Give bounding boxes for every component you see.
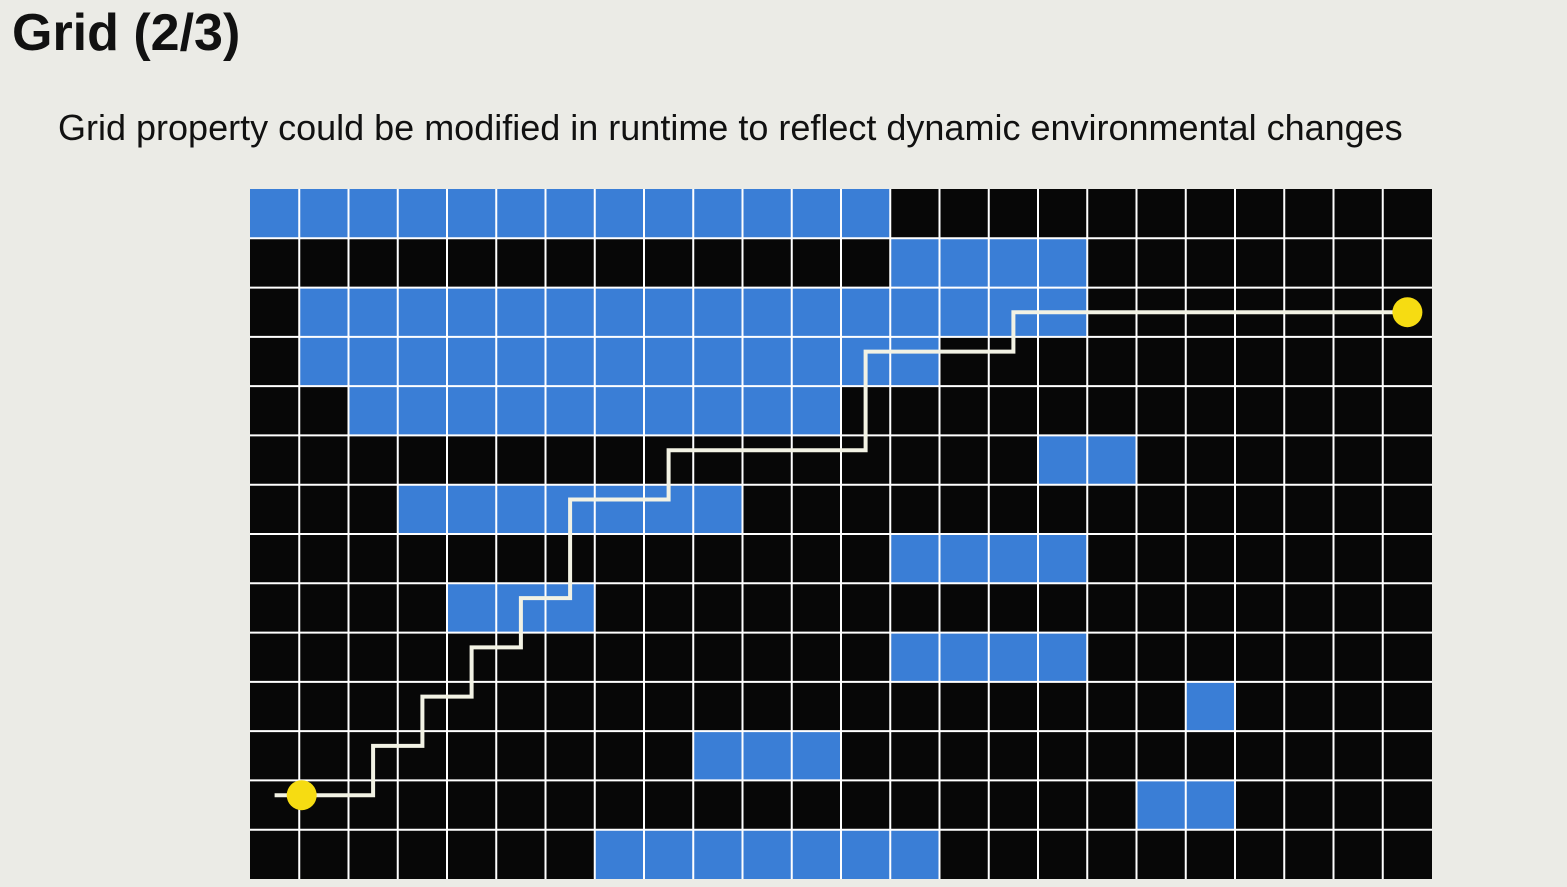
obstacle-cell bbox=[594, 386, 644, 436]
obstacle-cell bbox=[447, 336, 497, 387]
obstacle-cell bbox=[397, 336, 447, 387]
obstacle-cell bbox=[693, 336, 743, 387]
obstacle-cell bbox=[890, 238, 940, 288]
obstacle-cell bbox=[594, 484, 644, 534]
obstacle-cell bbox=[299, 189, 349, 239]
obstacle-cell bbox=[594, 189, 644, 239]
obstacle-cell bbox=[939, 534, 989, 584]
obstacle-cell bbox=[742, 287, 792, 337]
obstacle-cell bbox=[841, 287, 891, 337]
obstacle-cell bbox=[1038, 238, 1088, 288]
obstacle-cell bbox=[545, 336, 595, 387]
obstacle-cell bbox=[299, 287, 349, 337]
obstacle-cell bbox=[594, 829, 644, 879]
start-point bbox=[286, 780, 317, 811]
obstacle-cell bbox=[791, 336, 841, 387]
obstacle-cell bbox=[496, 336, 546, 387]
obstacle-cell bbox=[742, 336, 792, 387]
occupancy-grid-map bbox=[250, 189, 1432, 879]
slide-subtitle: Grid property could be modified in runti… bbox=[58, 107, 1403, 148]
obstacle-cells bbox=[250, 189, 1235, 879]
slide-title: Grid (2/3) bbox=[12, 4, 241, 62]
obstacle-cell bbox=[496, 484, 546, 534]
planned-path bbox=[274, 310, 1408, 798]
obstacle-cell bbox=[397, 189, 447, 239]
obstacle-cell bbox=[939, 287, 989, 337]
obstacle-cell bbox=[496, 189, 546, 239]
obstacle-cell bbox=[447, 189, 497, 239]
obstacle-cell bbox=[742, 386, 792, 436]
obstacle-cell bbox=[1136, 780, 1186, 830]
obstacle-cell bbox=[791, 731, 841, 781]
obstacle-cell bbox=[594, 336, 644, 387]
obstacle-cell bbox=[644, 189, 694, 239]
obstacle-cell bbox=[1038, 632, 1088, 682]
obstacle-cell bbox=[545, 189, 595, 239]
obstacle-cell bbox=[841, 829, 891, 879]
obstacle-cell bbox=[644, 336, 694, 387]
grid-lines bbox=[250, 189, 1432, 879]
obstacle-cell bbox=[890, 829, 940, 879]
obstacle-cell bbox=[890, 534, 940, 584]
obstacle-cell bbox=[693, 189, 743, 239]
obstacle-cell bbox=[348, 336, 398, 387]
obstacle-cell bbox=[496, 386, 546, 436]
obstacle-cell bbox=[447, 386, 497, 436]
obstacle-cell bbox=[791, 189, 841, 239]
obstacle-cell bbox=[742, 829, 792, 879]
obstacle-cell bbox=[1087, 435, 1137, 485]
obstacle-cell bbox=[693, 731, 743, 781]
obstacle-cell bbox=[890, 336, 940, 387]
obstacle-cell bbox=[742, 189, 792, 239]
obstacle-cell bbox=[397, 484, 447, 534]
obstacle-cell bbox=[545, 287, 595, 337]
obstacle-cell bbox=[644, 287, 694, 337]
obstacle-cell bbox=[988, 238, 1038, 288]
obstacle-cell bbox=[447, 583, 497, 633]
obstacle-cell bbox=[939, 238, 989, 288]
obstacle-cell bbox=[545, 386, 595, 436]
obstacle-cell bbox=[1185, 681, 1235, 732]
obstacle-cell bbox=[1038, 534, 1088, 584]
obstacle-cell bbox=[693, 386, 743, 436]
obstacle-cell bbox=[397, 386, 447, 436]
obstacle-cell bbox=[988, 534, 1038, 584]
obstacle-cell bbox=[693, 484, 743, 534]
obstacle-cell bbox=[841, 189, 891, 239]
obstacle-cell bbox=[890, 287, 940, 337]
obstacle-cell bbox=[447, 287, 497, 337]
obstacle-cell bbox=[791, 386, 841, 436]
obstacle-cell bbox=[791, 829, 841, 879]
obstacle-cell bbox=[939, 632, 989, 682]
goal-point bbox=[1392, 297, 1423, 328]
obstacle-cell bbox=[988, 632, 1038, 682]
obstacle-cell bbox=[693, 829, 743, 879]
obstacle-cell bbox=[348, 189, 398, 239]
obstacle-cell bbox=[496, 287, 546, 337]
obstacle-cell bbox=[890, 632, 940, 682]
obstacle-cell bbox=[447, 484, 497, 534]
obstacle-cell bbox=[1185, 780, 1235, 830]
obstacle-cell bbox=[791, 287, 841, 337]
obstacle-cell bbox=[644, 386, 694, 436]
obstacle-cell bbox=[1038, 435, 1088, 485]
obstacle-cell bbox=[644, 829, 694, 879]
obstacle-cell bbox=[594, 287, 644, 337]
obstacle-cell bbox=[742, 731, 792, 781]
obstacle-cell bbox=[397, 287, 447, 337]
obstacle-cell bbox=[348, 287, 398, 337]
obstacle-cell bbox=[250, 189, 300, 239]
obstacle-cell bbox=[348, 386, 398, 436]
obstacle-cell bbox=[299, 336, 349, 387]
obstacle-cell bbox=[693, 287, 743, 337]
